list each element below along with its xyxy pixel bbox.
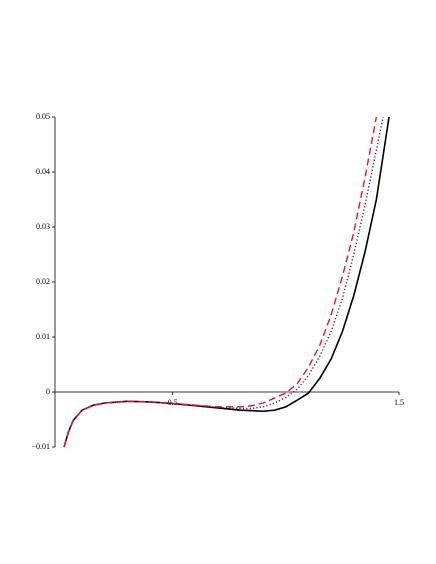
x-tick-label: 0.5 xyxy=(168,398,178,407)
series-line xyxy=(63,116,384,448)
y-tick-label: 0 xyxy=(46,387,50,396)
y-tick-label: 0.03 xyxy=(36,222,50,231)
x-tick-label: 1.5 xyxy=(394,398,404,407)
y-tick-label: 0.04 xyxy=(36,167,50,176)
y-tick-label: 0.01 xyxy=(36,332,50,341)
y-tick-label: 0.05 xyxy=(36,112,50,121)
y-tick-label: 0.02 xyxy=(36,277,50,286)
y-tick-label: −0.01 xyxy=(31,442,50,451)
series-line xyxy=(63,116,378,448)
